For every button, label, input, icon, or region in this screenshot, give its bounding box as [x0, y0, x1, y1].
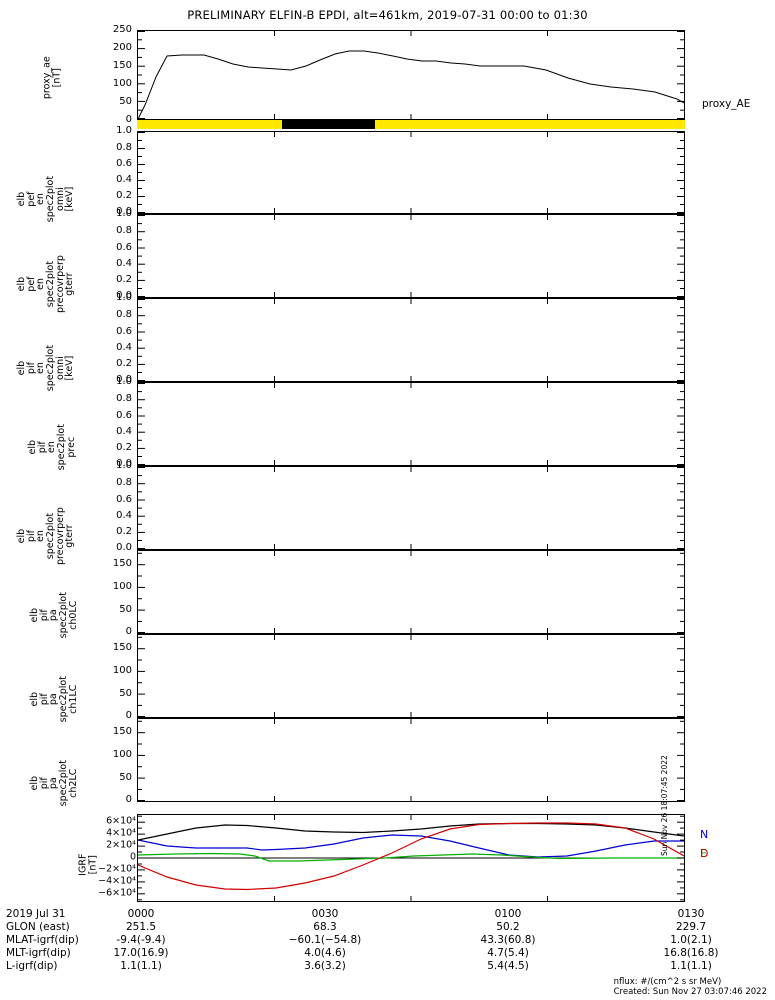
cell-glon-3: 229.7: [675, 921, 707, 933]
proxy-ae-ticks: [138, 31, 684, 119]
cell-mlt-0: 17.0(16.9): [113, 947, 169, 959]
footer-notes: nflux: #/(cm^2 s sr MeV) Created: Sun No…: [614, 977, 767, 997]
cell-time-0: 0000: [127, 908, 155, 920]
panel-6-axis-title: elb pif en spec2plot precovrperp gterr: [15, 507, 76, 566]
igrf-legend-n: N: [700, 828, 709, 841]
panel-proxy-ae-ytick-labels: 250 200 150 100 50 0: [112, 24, 132, 125]
igrf-legend-d: D: [700, 847, 709, 860]
panel-3-axis-title: elb pef en spec2plot precovrperp gterr: [15, 255, 76, 314]
panel-2-ticks: [138, 132, 684, 213]
cell-glon-2: 50.2: [496, 921, 520, 933]
footer-nflux-units: nflux: #/(cm^2 s sr MeV): [613, 977, 722, 987]
bottom-annotation-table: 2019 Jul 31 0000 0030 0100 0130 GLON (ea…: [6, 908, 771, 973]
cell-mlat-0: -9.4(-9.4): [116, 934, 166, 946]
cell-mlat-1: −60.1(−54.8): [288, 934, 362, 946]
panel-8-axis-title: elb pif pa spec2plot ch1LC: [28, 676, 79, 723]
igrf-traces: [138, 822, 684, 891]
panel-igrf: [137, 814, 685, 902]
panel-4-ticks: [138, 299, 684, 381]
panel-9-axis-title: elb pif pa spec2plot ch2LC: [28, 760, 79, 807]
panel-8-ticks: [138, 635, 684, 717]
cell-mlt-1: 4.0(4.6): [304, 947, 346, 959]
panel-elb-pif-en-precovrperp-gterr: [137, 466, 685, 550]
row-label-glon: GLON (east): [6, 921, 70, 933]
panel-9-ticks: [138, 719, 684, 801]
row-label-mlt: MLT-igrf(dip): [6, 947, 71, 959]
cell-glon-0: 251.5: [125, 921, 157, 933]
panel-elb-pif-en-prec: [137, 382, 685, 466]
page-title: PRELIMINARY ELFIN-B EPDI, alt=461km, 201…: [187, 8, 588, 22]
panel-elb-pef-en-omni: [137, 131, 685, 214]
row-label-date: 2019 Jul 31: [6, 908, 66, 920]
proxy-ae-legend-label: proxy_AE: [702, 98, 751, 110]
panel-4-axis-title: elb pif en spec2plot omni [keV]: [15, 344, 76, 392]
igrf-ticks: [138, 815, 684, 901]
panel-2-axis-title: elb pef en spec2plot omni [keV]: [15, 175, 76, 223]
cell-mlt-2: 4.7(5.4): [487, 947, 529, 959]
proxy-ae-trace: [138, 50, 684, 119]
panel-igrf-axis-title: IGRF [nT]: [77, 853, 98, 876]
panel-elb-pif-pa-ch1lc: [137, 634, 685, 718]
panel-elb-pif-pa-ch2lc: [137, 718, 685, 802]
panel-3-ticks: [138, 215, 684, 297]
igrf-legend-e: E: [700, 847, 707, 860]
cell-mlat-2: 43.3(60.8): [480, 934, 536, 946]
cell-l-0: 1.1(1.1): [120, 960, 162, 972]
panel-elb-pif-pa-ch0lc: [137, 550, 685, 634]
cell-time-2: 0100: [494, 908, 522, 920]
panel-proxy-ae: [137, 30, 685, 120]
table-row: GLON (east) 251.5 68.3 50.2 229.7: [6, 921, 771, 934]
cell-l-3: 1.1(1.1): [670, 960, 712, 972]
panel-proxy-ae-axis-title: proxy_ae [nT]: [41, 56, 62, 100]
state-bar: [137, 120, 685, 129]
panel-5-axis-title: elb pif en spec2plot prec: [26, 424, 77, 471]
table-row: MLT-igrf(dip) 17.0(16.9) 4.0(4.6) 4.7(5.…: [6, 947, 771, 960]
panel-5-ticks: [138, 383, 684, 465]
row-label-mlat: MLAT-igrf(dip): [6, 934, 79, 946]
panel-6-ticks: [138, 467, 684, 549]
panel-elb-pif-en-omni: [137, 298, 685, 382]
cell-mlat-3: 1.0(2.1): [670, 934, 712, 946]
state-bar-black-segment: [282, 120, 376, 129]
footer-created-timestamp: Created: Sun Nov 27 03:07:46 2022: [613, 987, 767, 997]
panel-7-ticks: [138, 551, 684, 633]
table-row: MLAT-igrf(dip) -9.4(-9.4) −60.1(−54.8) 4…: [6, 934, 771, 947]
table-row: 2019 Jul 31 0000 0030 0100 0130: [6, 908, 771, 921]
created-timestamp-vertical: Sun Nov 26 18:07:45 2022: [660, 755, 669, 856]
table-row: L-igrf(dip) 1.1(1.1) 3.6(3.2) 5.4(4.5) 1…: [6, 960, 771, 973]
cell-l-2: 5.4(4.5): [487, 960, 529, 972]
cell-glon-1: 68.3: [313, 921, 337, 933]
cell-l-1: 3.6(3.2): [304, 960, 346, 972]
cell-time-1: 0030: [311, 908, 339, 920]
panel-7-axis-title: elb pif pa spec2plot ch0LC: [28, 592, 79, 639]
panel-elb-pef-en-precovrperp-gterr: [137, 214, 685, 298]
cell-time-3: 0130: [677, 908, 705, 920]
cell-mlt-3: 16.8(16.8): [663, 947, 719, 959]
row-label-l: L-igrf(dip): [6, 960, 58, 972]
